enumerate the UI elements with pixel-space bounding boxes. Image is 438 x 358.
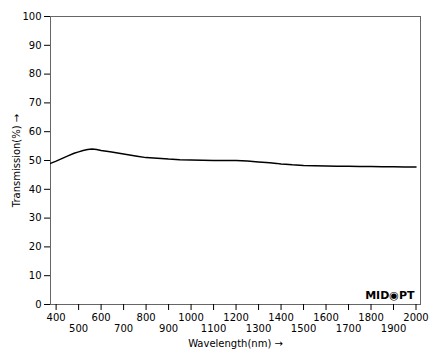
svg-text:Transmission(%) →: Transmission(%) → xyxy=(11,114,22,208)
svg-text:70: 70 xyxy=(29,97,42,108)
svg-text:40: 40 xyxy=(29,184,42,195)
svg-text:1700: 1700 xyxy=(336,323,361,334)
svg-text:1500: 1500 xyxy=(291,323,316,334)
svg-text:90: 90 xyxy=(29,40,42,51)
svg-text:1100: 1100 xyxy=(201,323,226,334)
svg-text:400: 400 xyxy=(47,312,66,323)
svg-text:700: 700 xyxy=(114,323,133,334)
svg-text:1200: 1200 xyxy=(223,312,248,323)
svg-text:1300: 1300 xyxy=(246,323,271,334)
svg-text:1600: 1600 xyxy=(313,312,338,323)
svg-text:60: 60 xyxy=(29,126,42,137)
svg-text:20: 20 xyxy=(29,241,42,252)
svg-text:500: 500 xyxy=(69,323,88,334)
svg-text:Wavelength(nm) →: Wavelength(nm) → xyxy=(188,338,283,349)
svg-text:10: 10 xyxy=(29,270,42,281)
svg-text:1800: 1800 xyxy=(358,312,383,323)
svg-text:2000: 2000 xyxy=(403,312,428,323)
svg-text:600: 600 xyxy=(92,312,111,323)
svg-text:50: 50 xyxy=(29,155,42,166)
svg-text:800: 800 xyxy=(137,312,156,323)
svg-text:1400: 1400 xyxy=(268,312,293,323)
svg-text:MID◉PT: MID◉PT xyxy=(365,289,415,302)
svg-text:0: 0 xyxy=(35,299,41,310)
svg-text:900: 900 xyxy=(159,323,178,334)
svg-text:30: 30 xyxy=(29,212,42,223)
svg-text:1900: 1900 xyxy=(381,323,406,334)
svg-text:1000: 1000 xyxy=(178,312,203,323)
svg-text:100: 100 xyxy=(22,11,41,22)
svg-text:80: 80 xyxy=(29,68,42,79)
